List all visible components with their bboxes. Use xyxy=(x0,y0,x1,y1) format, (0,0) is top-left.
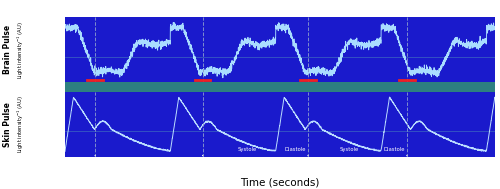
Text: Light intensity$^{-1}$ (AU): Light intensity$^{-1}$ (AU) xyxy=(16,21,26,79)
Text: Skin Pulse: Skin Pulse xyxy=(2,102,12,147)
Text: Light intensity$^{-1}$ (AU): Light intensity$^{-1}$ (AU) xyxy=(16,95,26,153)
Text: Brain Pulse: Brain Pulse xyxy=(2,25,12,74)
Text: Diastole: Diastole xyxy=(284,147,306,152)
Text: Systole: Systole xyxy=(238,147,258,152)
Text: Diastole: Diastole xyxy=(383,147,404,152)
Text: Systole: Systole xyxy=(339,147,358,152)
Text: Time (seconds): Time (seconds) xyxy=(240,177,320,187)
